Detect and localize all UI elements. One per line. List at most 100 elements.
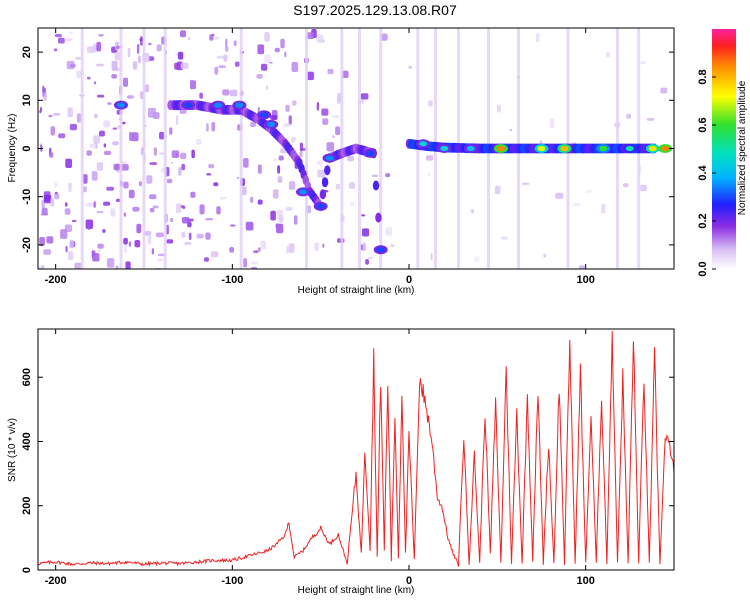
spectrogram-hotspot xyxy=(648,145,657,152)
spectrogram-noise-cell xyxy=(242,186,247,196)
spectrogram-noise-cell xyxy=(250,196,254,203)
spectrogram-noise-cell xyxy=(181,217,190,224)
spectrogram-noise-cell xyxy=(43,249,51,255)
spectrogram-hotspot xyxy=(376,247,385,253)
spectrogram-noise-cell xyxy=(360,93,369,100)
spectrogram-noise-cell xyxy=(196,139,202,145)
spectrogram-noise-cell xyxy=(53,113,61,116)
spectrogram-noise-cell xyxy=(97,249,101,252)
colorbar-tick-label: 0.2 xyxy=(697,213,709,228)
spectrogram-noise-cell xyxy=(136,223,142,234)
snr-x-axis-label: Height of straight line (km) xyxy=(298,585,415,596)
spectrogram-noise-cell xyxy=(264,32,270,42)
spectrogram-noise-cell xyxy=(65,158,72,168)
colorbar-tick-label: 0.4 xyxy=(697,164,709,180)
spectrogram-noise-cell xyxy=(257,44,265,55)
spectrogram-noise-cell xyxy=(134,240,141,248)
spectrogram-noise-cell xyxy=(69,239,74,249)
spectrogram-noise-cell xyxy=(121,121,126,125)
spectrogram-noise-cell xyxy=(113,163,120,171)
spectrogram-streak xyxy=(80,28,84,269)
colorbar-tick-label: 0.0 xyxy=(697,261,709,276)
spectrogram-noise-cell xyxy=(257,247,261,252)
spectrogram-ridge-cell xyxy=(372,180,380,191)
spectrogram-noise-cell xyxy=(213,182,219,187)
spectrogram-noise-cell xyxy=(125,261,131,269)
spectrogram-hotspot xyxy=(419,141,428,147)
figure-title: S197.2025.129.13.08.R07 xyxy=(293,2,457,18)
spectrogram-noise-cell xyxy=(272,189,279,199)
spectrogram-noise-cell xyxy=(187,37,191,41)
spectrogram-noise-cell xyxy=(250,121,256,127)
spectrogram-noise-cell xyxy=(94,81,97,85)
spectrogram-noise-cell xyxy=(106,258,115,268)
spectrogram-noise-cell xyxy=(98,34,104,37)
spectrogram-noise-cell xyxy=(626,113,632,119)
spectrogram-noise-cell xyxy=(579,265,585,269)
spectrogram-noise-cell xyxy=(115,265,119,269)
spectrogram-hotspot xyxy=(235,102,244,108)
spectrogram-noise-cell xyxy=(494,185,501,195)
spectrogram-noise-cell xyxy=(87,46,95,53)
spectrogram-noise-cell xyxy=(60,229,68,239)
spectrogram-noise-cell xyxy=(646,118,655,121)
spectrogram-noise-cell xyxy=(69,123,77,131)
spectrogram-noise-cell xyxy=(206,123,209,132)
spectrogram-noise-cell xyxy=(76,113,82,123)
spectrogram-noise-cell xyxy=(214,36,220,40)
spectrogram-noise-cell xyxy=(292,100,297,106)
spectrogram-hotspot xyxy=(599,145,608,152)
spectrogram-noise-cell xyxy=(139,38,144,42)
spectrogram-noise-cell xyxy=(288,181,296,190)
spectrogram-noise-cell xyxy=(65,38,73,41)
spectrogram-noise-cell xyxy=(136,44,140,54)
snr-panel: -200 -100 0 100 0 200 400 600 Height of straigh… xyxy=(7,328,675,596)
colorbar-label: Normalized spectral amplitude xyxy=(737,80,748,215)
spectrogram-noise-cell xyxy=(317,169,325,178)
spectrogram-noise-cell xyxy=(123,237,128,245)
spectrogram-noise-cell xyxy=(306,32,315,40)
spectrogram-noise-cell xyxy=(50,198,55,207)
spectrogram-noise-cell xyxy=(260,240,267,250)
spectrogram-noise-cell xyxy=(138,181,142,187)
spectrogram-hotspot xyxy=(267,121,276,127)
spectrogram-noise-cell xyxy=(362,242,367,252)
spectrogram-noise-cell xyxy=(206,173,212,176)
spectrogram-noise-cell xyxy=(430,252,433,260)
spectrogram-hotspot xyxy=(316,203,325,209)
spectrogram-noise-cell xyxy=(106,186,115,191)
spectrogram-noise-cell xyxy=(123,181,129,189)
spectrogram-noise-cell xyxy=(46,236,54,244)
spectrogram-y-tick-label: 0 xyxy=(21,145,33,151)
spectrogram-noise-cell xyxy=(208,163,215,169)
spectrogram-hotspot xyxy=(260,112,269,118)
spectrogram-noise-cell xyxy=(275,223,280,229)
spectrogram-x-tick-label: 0 xyxy=(406,274,412,286)
spectrogram-noise-cell xyxy=(126,95,134,99)
spectrogram-noise-cell xyxy=(332,115,340,118)
spectrogram-noise-cell xyxy=(53,48,58,52)
spectrogram-noise-cell xyxy=(111,60,118,71)
spectrogram-noise-cell xyxy=(71,219,77,223)
spectrogram-noise-cell xyxy=(285,206,293,211)
spectrogram-noise-cell xyxy=(180,152,187,160)
spectrogram-noise-cell xyxy=(69,31,74,34)
spectrogram-noise-cell xyxy=(390,244,395,248)
spectrogram-noise-cell xyxy=(314,242,319,252)
spectrogram-noise-cell xyxy=(153,147,157,156)
spectrogram-noise-cell xyxy=(110,208,116,217)
spectrogram-hotspot xyxy=(117,102,125,108)
spectrogram-noise-cell xyxy=(264,54,271,63)
spectrogram-noise-cell xyxy=(97,243,104,249)
spectrogram-noise-cell xyxy=(660,87,668,94)
spectrogram-marks xyxy=(38,28,673,269)
spectrogram-ridge-cell xyxy=(319,189,327,200)
spectrogram-noise-cell xyxy=(96,41,102,52)
spectrogram-noise-cell xyxy=(640,184,647,192)
spectrogram-noise-cell xyxy=(151,248,154,255)
snr-frame xyxy=(37,328,675,571)
spectrogram-noise-cell xyxy=(181,231,186,238)
spectrogram-noise-cell xyxy=(361,214,366,217)
